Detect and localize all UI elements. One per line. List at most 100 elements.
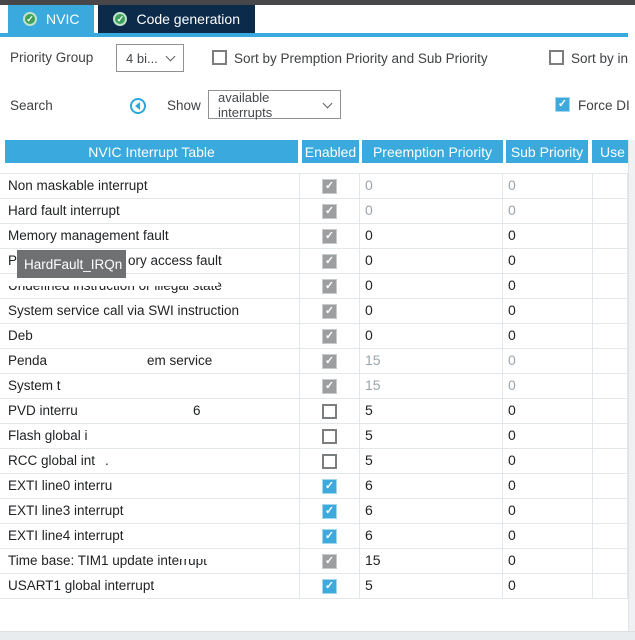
preemption-priority-value[interactable]: 0 — [360, 324, 503, 348]
sub-priority-value[interactable]: 0 — [503, 249, 593, 273]
enabled-cell[interactable] — [300, 574, 360, 598]
preemption-priority-value[interactable]: 6 — [360, 524, 503, 548]
preemption-priority-value[interactable]: 0 — [360, 224, 503, 248]
enabled-cell[interactable] — [300, 249, 360, 273]
enabled-cell[interactable] — [300, 524, 360, 548]
tab-nvic[interactable]: NVIC — [8, 5, 95, 33]
preemption-priority-value[interactable]: 5 — [360, 399, 503, 423]
sub-priority-value[interactable]: 0 — [503, 424, 593, 448]
sub-priority-value[interactable]: 0 — [503, 574, 593, 598]
enabled-cell[interactable] — [300, 324, 360, 348]
enabled-checkbox[interactable] — [322, 303, 337, 319]
sub-priority-value[interactable]: 0 — [503, 399, 593, 423]
sub-priority-value[interactable]: 0 — [503, 374, 593, 398]
enabled-cell[interactable] — [300, 424, 360, 448]
sub-priority-value[interactable]: 0 — [503, 549, 593, 573]
enabled-cell[interactable] — [300, 474, 360, 498]
header-sub-priority[interactable]: Sub Priority — [506, 140, 588, 163]
tab-bar: NVIC Code generation — [8, 5, 255, 33]
show-select[interactable]: available interrupts — [208, 90, 341, 120]
enabled-checkbox[interactable] — [322, 403, 337, 419]
sort-interrupts-checkbox[interactable] — [549, 50, 564, 65]
uses-cell — [593, 574, 628, 598]
enabled-cell[interactable] — [300, 174, 360, 198]
enabled-cell[interactable] — [300, 299, 360, 323]
preemption-priority-value[interactable]: 0 — [360, 299, 503, 323]
tab-label: Code generation — [136, 11, 240, 27]
collapse-left-icon[interactable] — [130, 98, 146, 114]
preemption-priority-value[interactable]: 0 — [360, 199, 503, 223]
enabled-checkbox[interactable] — [322, 378, 337, 394]
preemption-priority-value[interactable]: 0 — [360, 274, 503, 298]
interrupt-name-text: EXTI line3 interrupt — [8, 503, 124, 518]
interrupt-name: Flash global i — [0, 424, 300, 448]
sub-priority-value[interactable]: 0 — [503, 224, 593, 248]
enabled-cell[interactable] — [300, 349, 360, 373]
preemption-priority-value[interactable]: 15 — [360, 549, 503, 573]
sub-priority-value[interactable]: 0 — [503, 449, 593, 473]
enabled-checkbox[interactable] — [322, 553, 337, 569]
enabled-checkbox[interactable] — [322, 503, 337, 519]
enabled-checkbox[interactable] — [322, 203, 337, 219]
enabled-cell[interactable] — [300, 224, 360, 248]
preemption-priority-value[interactable]: 15 — [360, 349, 503, 373]
enabled-checkbox[interactable] — [322, 278, 337, 294]
preemption-priority-value[interactable]: 0 — [360, 249, 503, 273]
table-row: Penda em service 15 0 — [0, 349, 628, 374]
preemption-priority-value[interactable]: 5 — [360, 449, 503, 473]
force-label: Force DI — [578, 98, 630, 113]
uses-cell — [593, 474, 628, 498]
enabled-checkbox[interactable] — [322, 453, 337, 469]
enabled-checkbox[interactable] — [322, 353, 337, 369]
preemption-priority-value[interactable]: 6 — [360, 474, 503, 498]
preemption-priority-value[interactable]: 0 — [360, 174, 503, 198]
enabled-cell[interactable] — [300, 399, 360, 423]
sub-priority-value[interactable]: 0 — [503, 199, 593, 223]
sub-priority-value[interactable]: 0 — [503, 174, 593, 198]
enabled-checkbox[interactable] — [322, 228, 337, 244]
enabled-checkbox[interactable] — [322, 253, 337, 269]
sub-priority-value[interactable]: 0 — [503, 524, 593, 548]
uses-cell — [593, 249, 628, 273]
uses-cell — [593, 374, 628, 398]
check-circle-icon — [113, 12, 128, 26]
enabled-checkbox[interactable] — [322, 578, 337, 594]
window-top-border — [0, 0, 635, 5]
table-row: USART1 global interrupt 5 0 — [0, 574, 628, 599]
enabled-cell[interactable] — [300, 549, 360, 573]
sub-priority-value[interactable]: 0 — [503, 474, 593, 498]
enabled-cell[interactable] — [300, 199, 360, 223]
header-enabled[interactable]: Enabled — [302, 140, 359, 163]
enabled-checkbox[interactable] — [322, 528, 337, 544]
sub-priority-value[interactable]: 0 — [503, 299, 593, 323]
sort-premption-label: Sort by Premption Priority and Sub Prior… — [234, 51, 488, 66]
header-nvic-interrupt-table[interactable]: NVIC Interrupt Table — [5, 140, 298, 163]
enabled-checkbox[interactable] — [322, 178, 337, 194]
interrupt-name: EXTI line0 interru — [0, 474, 300, 498]
header-preemption-priority[interactable]: Preemption Priority — [362, 140, 503, 163]
preemption-priority-value[interactable]: 6 — [360, 499, 503, 523]
sub-priority-value[interactable]: 0 — [503, 274, 593, 298]
enabled-cell[interactable] — [300, 374, 360, 398]
enabled-checkbox[interactable] — [322, 328, 337, 344]
enabled-cell[interactable] — [300, 449, 360, 473]
enabled-checkbox[interactable] — [322, 428, 337, 444]
sub-priority-value[interactable]: 0 — [503, 499, 593, 523]
header-use[interactable]: Use — [592, 140, 628, 163]
sub-priority-value[interactable]: 0 — [503, 349, 593, 373]
enabled-cell[interactable] — [300, 499, 360, 523]
sub-priority-value[interactable]: 0 — [503, 324, 593, 348]
preemption-priority-value[interactable]: 15 — [360, 374, 503, 398]
preemption-priority-value[interactable]: 5 — [360, 424, 503, 448]
bottom-margin-strip — [0, 631, 635, 640]
interrupt-name-fragment: . — [105, 453, 109, 468]
enabled-cell[interactable] — [300, 274, 360, 298]
table-row: Pr ory access fault 0 0 — [0, 249, 628, 274]
sort-premption-checkbox[interactable] — [212, 50, 227, 65]
priority-group-select[interactable]: 4 bi... — [116, 44, 184, 72]
table-row: Time base: TIM1 update interrupt 15 0 — [0, 549, 628, 574]
force-checkbox[interactable] — [555, 97, 570, 112]
enabled-checkbox[interactable] — [322, 478, 337, 494]
tab-code-generation[interactable]: Code generation — [98, 5, 255, 33]
preemption-priority-value[interactable]: 5 — [360, 574, 503, 598]
